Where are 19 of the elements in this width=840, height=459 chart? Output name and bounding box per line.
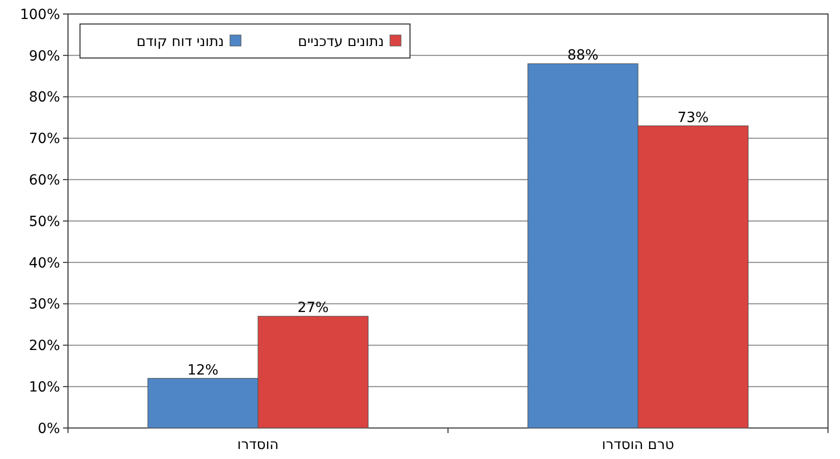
legend-label: נתונים עדכניים [298, 34, 384, 50]
y-tick-label: 90% [28, 48, 60, 64]
x-tick-label: הוסדרו [237, 437, 279, 453]
x-tick-label: טרם הוסדרו [602, 437, 674, 453]
y-tick-label: 70% [28, 131, 60, 148]
y-tick-label: 0% [38, 420, 60, 437]
y-tick-label: 40% [28, 255, 60, 272]
data-label: 27% [298, 300, 329, 316]
data-label: 88% [567, 48, 598, 64]
y-tick-label: 30% [28, 296, 60, 313]
data-label: 12% [187, 362, 218, 378]
y-tick-label: 10% [28, 380, 60, 396]
data-label: 73% [678, 110, 709, 126]
y-tick-label: 50% [28, 214, 60, 230]
y-tick-label: 20% [28, 338, 60, 354]
y-tick-label: 80% [28, 90, 60, 106]
legend-label: נתוני דוח קודם [136, 34, 224, 50]
y-tick-label: 100% [20, 6, 60, 23]
y-tick-label: 60% [28, 172, 60, 188]
